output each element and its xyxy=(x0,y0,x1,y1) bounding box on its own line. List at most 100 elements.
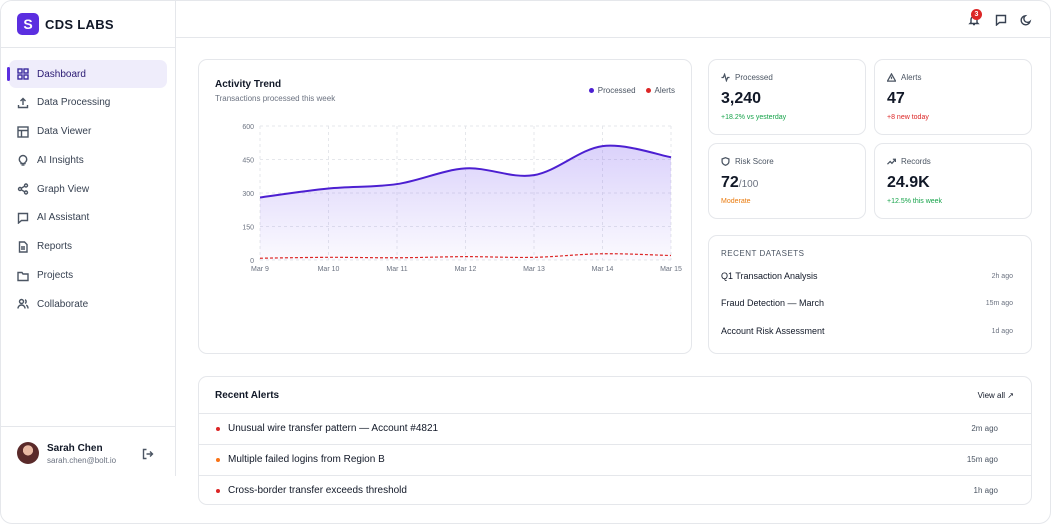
legend-item-processed: Processed xyxy=(588,86,636,95)
notification-badge: 3 xyxy=(971,9,982,20)
brand[interactable]: S CDS LABS xyxy=(17,13,114,35)
activity-icon xyxy=(721,73,730,82)
section-heading: RECENT DATASETS xyxy=(721,249,805,258)
dataset-name: Q1 Transaction Analysis xyxy=(721,271,818,281)
sidebar-nav: Dashboard Data Processing Data Viewer AI… xyxy=(7,60,167,319)
dataset-time: 1d ago xyxy=(991,328,1013,335)
alert-dot xyxy=(216,458,220,462)
y-tick-label: 300 xyxy=(242,191,254,198)
alert-time: 15m ago xyxy=(966,455,998,464)
table-icon xyxy=(17,125,29,138)
recent-datasets-card: RECENT DATASETS Q1 Transaction Analysis … xyxy=(708,235,1032,354)
alert-item[interactable]: Unusual wire transfer pattern — Account … xyxy=(199,413,1031,444)
sidebar-item-data-processing[interactable]: Data Processing xyxy=(9,89,167,117)
stat-number: 24.9K xyxy=(887,174,930,191)
sidebar-item-label: Graph View xyxy=(37,183,90,195)
sidebar-item-label: AI Assistant xyxy=(37,212,90,224)
dataset-time: 2h ago xyxy=(991,273,1013,280)
moon-icon[interactable] xyxy=(1020,13,1032,26)
y-tick-label: 600 xyxy=(242,124,254,131)
sidebar: S CDS LABS Dashboard Data Processing Dat… xyxy=(1,1,176,476)
sidebar-item-label: Collaborate xyxy=(37,298,89,310)
y-tick-label: 0 xyxy=(250,258,254,265)
stat-card-alerts: Alerts 47 +8 new today xyxy=(874,59,1032,135)
share-icon xyxy=(17,183,29,195)
user-name: Sarah Chen xyxy=(47,443,103,454)
alert-triangle-icon xyxy=(887,73,896,82)
recent-alerts-card: Recent Alerts View all ↗ Unusual wire tr… xyxy=(198,376,1032,505)
lightbulb-icon xyxy=(17,154,29,167)
sidebar-item-data-viewer[interactable]: Data Viewer xyxy=(9,118,167,146)
sidebar-item-reports[interactable]: Reports xyxy=(9,233,167,261)
x-tick-label: Mar 9 xyxy=(251,266,269,273)
sidebar-item-dashboard[interactable]: Dashboard xyxy=(7,60,167,88)
stat-note: +18.2% vs yesterday xyxy=(721,114,787,121)
stat-card-records: Records 24.9K +12.5% this week xyxy=(874,143,1032,219)
user-profile: Sarah Chen sarah.chen@bolt.io xyxy=(1,426,176,476)
sidebar-item-ai-assistant[interactable]: AI Assistant xyxy=(9,204,167,232)
stat-label: Records xyxy=(887,157,931,166)
alerts-line xyxy=(259,253,672,259)
dataset-item[interactable]: Account Risk Assessment 1d ago xyxy=(721,326,1021,340)
legend-swatch xyxy=(588,88,594,93)
alert-text: Cross-border transfer exceeds threshold xyxy=(228,485,407,496)
dataset-item[interactable]: Q1 Transaction Analysis 2h ago xyxy=(721,271,1021,285)
sidebar-item-collaborate[interactable]: Collaborate xyxy=(9,290,167,318)
stat-note: Moderate xyxy=(721,198,751,205)
file-icon xyxy=(17,241,29,253)
stat-value: 3,240 xyxy=(721,90,761,108)
sidebar-item-graph-view[interactable]: Graph View xyxy=(9,175,167,203)
dataset-item[interactable]: Fraud Detection — March 15m ago xyxy=(721,298,1021,312)
dashboard-icon xyxy=(17,68,29,80)
alert-text: Unusual wire transfer pattern — Account … xyxy=(228,423,439,434)
stat-note: +12.5% this week xyxy=(887,198,943,205)
avatar[interactable] xyxy=(17,442,39,464)
stat-label: Risk Score xyxy=(721,157,774,166)
legend-label: Processed xyxy=(597,86,636,95)
sidebar-item-label: Reports xyxy=(37,241,73,253)
stat-value: 47 xyxy=(887,90,905,108)
stat-number: 72 xyxy=(721,174,739,191)
stat-label: Alerts xyxy=(887,73,921,82)
y-tick-label: 150 xyxy=(242,225,254,232)
stat-label-text: Alerts xyxy=(901,73,922,82)
stat-card-processed: Processed 3,240 +18.2% vs yesterday xyxy=(708,59,866,135)
x-tick-label: Mar 15 xyxy=(660,266,682,273)
stat-label-text: Processed xyxy=(735,73,773,82)
alert-item[interactable]: Cross-border transfer exceeds threshold … xyxy=(199,475,1031,506)
alert-time: 2m ago xyxy=(971,424,998,433)
alert-time: 1h ago xyxy=(973,486,998,495)
x-tick-label: Mar 14 xyxy=(592,266,614,273)
topbar: 3 xyxy=(176,1,1050,38)
sidebar-item-label: Data Processing xyxy=(37,97,111,109)
chart-legend: Processed Alerts xyxy=(588,86,675,95)
processed-area xyxy=(260,145,671,260)
chart-subtitle: Transactions processed this week xyxy=(215,94,336,103)
processed-line xyxy=(259,144,672,199)
brand-name: CDS LABS xyxy=(45,16,114,32)
view-all-link[interactable]: View all ↗ xyxy=(977,391,1014,400)
legend-item-alerts: Alerts xyxy=(645,86,675,95)
sidebar-item-label: Data Viewer xyxy=(37,126,92,138)
sidebar-item-label: Projects xyxy=(37,270,74,282)
stat-unit: /100 xyxy=(738,179,759,190)
stat-card-risk-score: Risk Score 72/100 Moderate xyxy=(708,143,866,219)
stat-label-text: Risk Score xyxy=(735,157,774,166)
message-icon[interactable] xyxy=(995,13,1007,27)
x-tick-label: Mar 13 xyxy=(523,266,545,273)
x-tick-label: Mar 11 xyxy=(386,266,407,273)
logout-icon[interactable] xyxy=(142,447,154,460)
alerts-title: Recent Alerts xyxy=(215,390,280,401)
trending-up-icon xyxy=(887,158,896,165)
dataset-name: Fraud Detection — March xyxy=(721,298,825,308)
sidebar-item-label: AI Insights xyxy=(37,154,84,166)
x-tick-label: Mar 10 xyxy=(318,266,340,273)
chat-icon xyxy=(17,212,29,224)
sidebar-item-ai-insights[interactable]: AI Insights xyxy=(9,146,167,174)
sidebar-item-label: Dashboard xyxy=(37,68,86,80)
activity-chart: 0 150 300 450 600 Mar 9 Mar 10 Mar 11 Mar 12 Mar … xyxy=(242,124,682,273)
sidebar-item-projects[interactable]: Projects xyxy=(9,262,167,290)
alert-item[interactable]: Multiple failed logins from Region B 15m… xyxy=(199,444,1031,475)
stat-label-text: Records xyxy=(901,157,931,166)
